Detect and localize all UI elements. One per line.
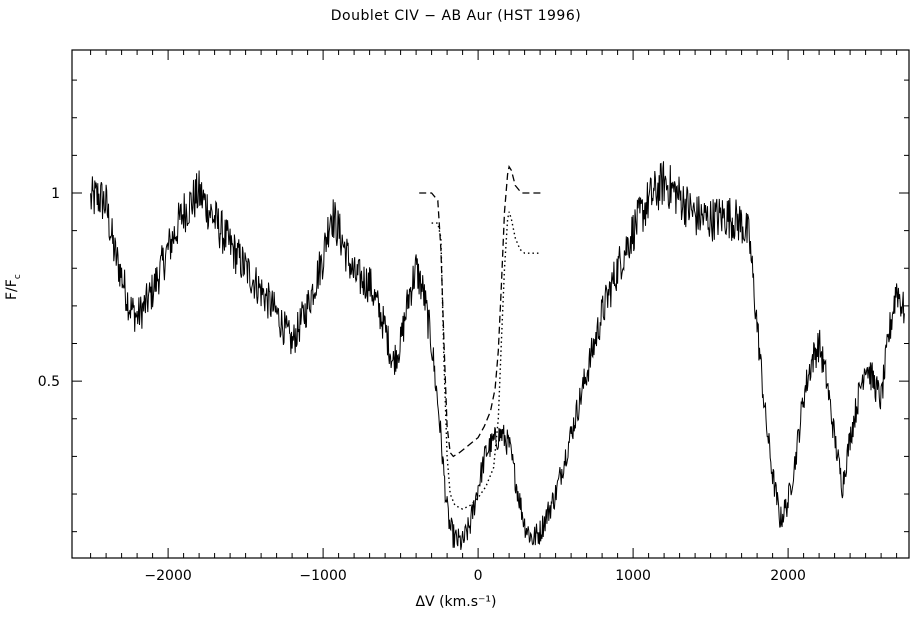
data-series bbox=[90, 161, 905, 550]
x-tick-label: −1000 bbox=[299, 568, 346, 584]
y-tick-label: 1 bbox=[51, 186, 60, 202]
y-axis-label: F/Fc bbox=[4, 274, 23, 300]
series-line-dashed bbox=[419, 164, 544, 458]
x-tick-label: 1000 bbox=[615, 568, 651, 584]
y-tick-label: 0.5 bbox=[38, 374, 60, 390]
x-tick-label: 2000 bbox=[770, 568, 806, 584]
series-line-dotted bbox=[431, 211, 541, 510]
x-axis-label: ΔV (km.s⁻¹) bbox=[415, 594, 497, 610]
x-tick-label: 0 bbox=[474, 568, 483, 584]
series-line-solid bbox=[90, 161, 905, 550]
axis-ticks: −2000 −1000 0 1000 2000 0.5 1 bbox=[38, 50, 909, 584]
x-tick-label: −2000 bbox=[144, 568, 191, 584]
chart-title: Doublet CIV − AB Aur (HST 1996) bbox=[330, 8, 582, 24]
plot-frame bbox=[71, 49, 910, 559]
